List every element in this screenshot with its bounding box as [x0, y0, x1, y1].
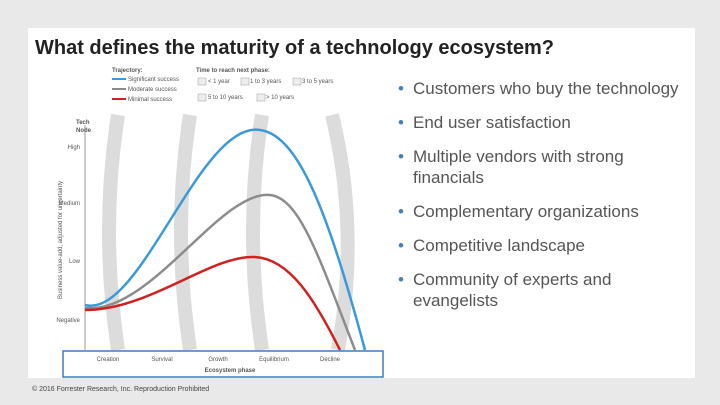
legend-item: Moderate success — [128, 87, 177, 93]
bullet: Multiple vendors with strong financials — [398, 146, 693, 188]
y-axis-title: Business value-add, adjusted for uncerta… — [58, 181, 64, 299]
x-phase: Growth — [208, 357, 227, 363]
legend-title: Time to reach next phase: — [196, 68, 270, 74]
curve-minimal — [84, 255, 342, 351]
y-level: Medium — [59, 201, 80, 207]
legend-item: Minimal success — [128, 97, 172, 103]
bullet: Complementary organizations — [398, 201, 693, 222]
x-phase: Creation — [97, 357, 120, 363]
bullet: Community of experts and evangelists — [398, 269, 693, 311]
y-level: High — [68, 145, 80, 151]
bullet-list: Customers who buy the technology End use… — [398, 78, 693, 324]
corner-label: Node — [76, 128, 92, 134]
x-phase: Survival — [151, 357, 172, 363]
bullet: Competitive landscape — [398, 235, 693, 256]
y-level: Low — [69, 259, 81, 265]
footer: © 2016 Forrester Research, Inc. Reproduc… — [32, 386, 210, 393]
corner-label: Tech — [76, 120, 90, 126]
legend-item: < 1 year — [208, 79, 230, 85]
legend-title: Trajectory: — [112, 68, 143, 74]
legend-item: Significant success — [128, 77, 179, 83]
phase-bands — [102, 113, 355, 352]
phase-highlight — [62, 350, 384, 378]
slide-title: What defines the maturity of a technolog… — [35, 37, 554, 59]
legend-item: 5 to 10 years — [208, 95, 243, 101]
bullet: Customers who buy the technology — [398, 78, 693, 99]
y-level: Negative — [56, 318, 80, 324]
curve-significant — [84, 128, 367, 351]
x-phase: Equilibrium — [259, 357, 289, 363]
bullet: End user satisfaction — [398, 112, 693, 133]
legend-item: 3 to 5 years — [302, 79, 333, 85]
curve-moderate — [84, 193, 357, 351]
legend-item: > 10 years — [266, 95, 294, 101]
x-phase: Decline — [320, 357, 341, 363]
legend-item: 1 to 3 years — [250, 79, 281, 85]
x-axis-title: Ecosystem phase — [205, 368, 256, 374]
